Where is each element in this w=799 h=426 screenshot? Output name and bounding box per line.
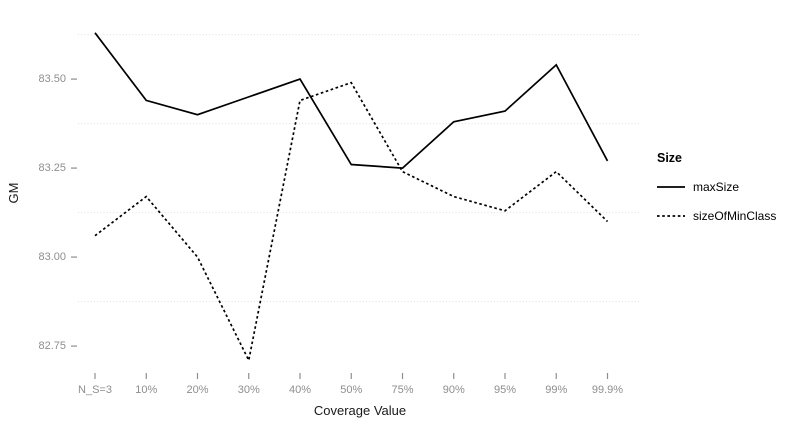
series-line-sizeofminclass xyxy=(94,81,609,363)
x-tick-label: 90% xyxy=(442,384,465,396)
legend-item-label: sizeOfMinClass xyxy=(693,208,777,223)
y-tick-label: 83.00 xyxy=(38,250,66,263)
x-tick-label: 20% xyxy=(186,384,209,396)
y-tick-label: 83.50 xyxy=(38,72,66,85)
dashed-line-key-icon xyxy=(657,214,685,217)
y-axis-title: GM xyxy=(6,182,21,204)
series-line-maxsize xyxy=(94,32,609,169)
x-tick-label: 30% xyxy=(237,384,260,396)
series-lines xyxy=(94,32,609,363)
x-tick-label: 75% xyxy=(391,384,414,396)
minor-gridlines xyxy=(78,34,641,303)
x-tick-label: 10% xyxy=(135,384,158,396)
solid-line-key-icon xyxy=(657,185,685,188)
y-tick-label: 82.75 xyxy=(38,339,66,352)
axis-tick-marks xyxy=(71,78,609,379)
legend: Size maxSize sizeOfMinClass xyxy=(657,151,776,237)
x-tick-label: 40% xyxy=(288,384,312,396)
legend-item-sizeofminclass: sizeOfMinClass xyxy=(657,208,776,223)
x-tick-label: 99.9% xyxy=(591,384,624,396)
legend-title: Size xyxy=(657,151,683,165)
x-tick-label: N_S=3 xyxy=(78,384,112,396)
x-tick-label: 95% xyxy=(493,384,517,396)
x-tick-label: 99% xyxy=(545,384,568,396)
x-tick-label: 50% xyxy=(340,384,363,396)
legend-item-label: maxSize xyxy=(693,179,740,194)
legend-item-maxsize: maxSize xyxy=(657,179,776,194)
x-axis-title: Coverage Value xyxy=(313,403,407,418)
y-tick-label: 83.25 xyxy=(38,161,66,174)
